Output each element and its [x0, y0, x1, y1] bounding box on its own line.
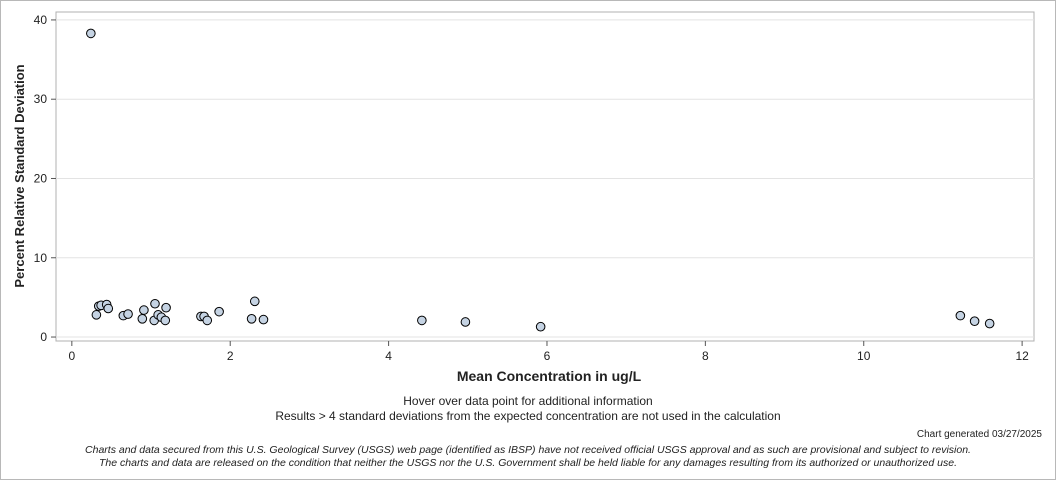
data-point[interactable]: [246, 314, 257, 324]
x-tick-label: 2: [227, 349, 234, 363]
data-point[interactable]: [161, 302, 171, 313]
data-point[interactable]: [535, 321, 546, 332]
data-point[interactable]: [139, 305, 149, 315]
data-point[interactable]: [202, 315, 213, 326]
x-axis-ticks: 0 2 4 6 8 10 12: [68, 341, 1029, 363]
y-tick-label: 0: [40, 330, 47, 344]
data-point[interactable]: [91, 310, 102, 320]
x-tick-label: 4: [385, 349, 392, 363]
y-tick-label: 30: [34, 92, 48, 106]
y-axis-label: Percent Relative Standard Deviation: [12, 64, 27, 287]
gridlines: [56, 19, 1034, 338]
y-axis-ticks: 0 10 20 30 40: [34, 13, 56, 344]
disclaimer-line-2: The charts and data are released on the …: [99, 457, 957, 469]
hover-note: Hover over data point for additional inf…: [403, 394, 653, 408]
plot-area: [55, 11, 1035, 342]
scatter-chart: 0 10 20 30 40 0 2 4 6 8 10 12 Mean Concentration i…: [12, 11, 1035, 384]
x-tick-label: 10: [857, 349, 871, 363]
disclaimer-line-1: Charts and data secured from this U.S. G…: [85, 444, 971, 456]
data-points: [86, 28, 995, 332]
x-tick-label: 12: [1015, 349, 1029, 363]
data-point[interactable]: [460, 317, 471, 327]
chart-generated-date: Chart generated 03/27/2025: [916, 429, 1042, 440]
data-point[interactable]: [969, 316, 980, 326]
data-point[interactable]: [150, 298, 160, 309]
x-axis-label: Mean Concentration in ug/L: [457, 368, 642, 384]
data-point[interactable]: [955, 310, 966, 321]
data-point[interactable]: [123, 309, 133, 319]
data-point[interactable]: [258, 314, 269, 325]
data-point[interactable]: [103, 303, 114, 314]
x-tick-label: 0: [68, 349, 75, 363]
y-tick-label: 10: [34, 251, 48, 265]
x-tick-label: 8: [702, 349, 709, 363]
results-note: Results > 4 standard deviations from the…: [275, 409, 781, 423]
data-point[interactable]: [137, 314, 148, 324]
y-tick-label: 40: [34, 13, 48, 27]
data-point[interactable]: [417, 315, 427, 326]
data-point[interactable]: [86, 28, 96, 39]
x-tick-label: 6: [544, 349, 551, 363]
y-tick-label: 20: [34, 171, 48, 185]
data-point[interactable]: [160, 315, 171, 326]
data-point[interactable]: [249, 296, 260, 307]
data-point[interactable]: [214, 306, 224, 317]
data-point[interactable]: [984, 318, 995, 329]
